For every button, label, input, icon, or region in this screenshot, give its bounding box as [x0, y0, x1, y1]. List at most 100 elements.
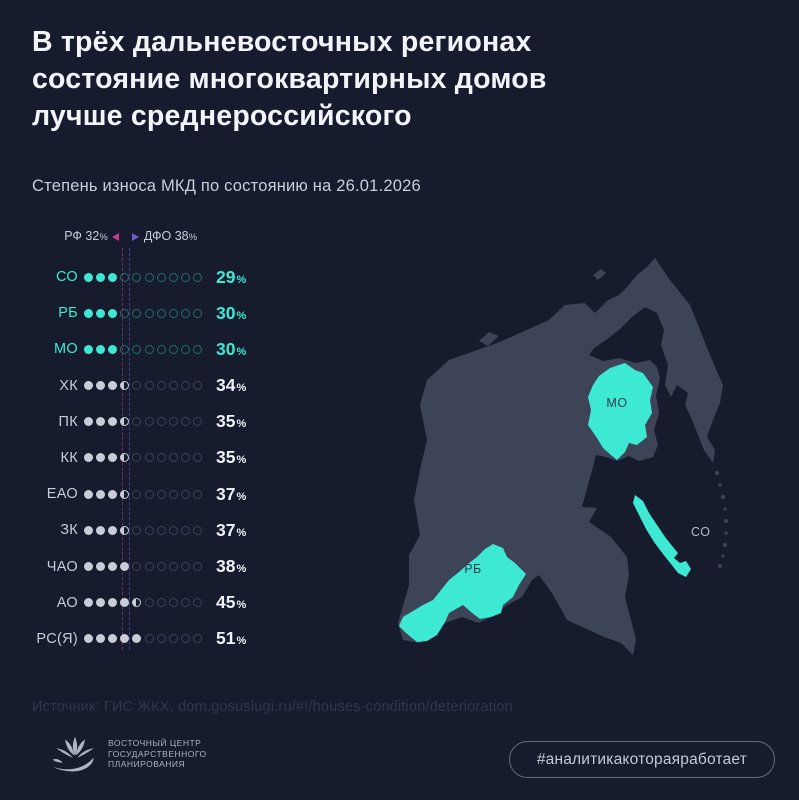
percent-sign: % — [236, 635, 247, 648]
brand-name-line: ГОСУДАРСТВЕННОГО — [108, 748, 207, 759]
dot-empty — [192, 308, 202, 318]
dot-empty — [180, 489, 190, 499]
island — [501, 342, 522, 356]
dot-empty — [156, 272, 166, 282]
dot-track — [84, 525, 202, 535]
page-title-line: В трёх дальневосточных регионах — [32, 26, 532, 58]
dot-full — [84, 598, 93, 608]
chart-rows: СО 29% РБ 30% МО 30% ХК 34% ПК 35% КК 35% ЕАО 37% ЗК 37… — [34, 264, 276, 652]
map-label-so: СО — [691, 525, 710, 539]
dot-full — [132, 634, 142, 644]
chart-row: ПК 35% — [34, 409, 276, 435]
dot-empty — [180, 381, 190, 391]
dot-empty — [168, 381, 178, 391]
dot-empty — [156, 308, 166, 318]
dot-full — [96, 489, 106, 499]
dot-full — [84, 453, 93, 463]
dot-empty — [132, 272, 142, 282]
deterioration-dot-chart: РФ 32% ДФО 38% СО 29% РБ 30% МО 30% ХК 34% ПК 35% К… — [34, 228, 276, 658]
dot-full — [108, 598, 118, 608]
dot-empty — [132, 381, 142, 391]
dot-full — [84, 489, 93, 499]
row-value: 35% — [216, 447, 247, 468]
dot-track — [84, 344, 202, 354]
row-value: 37% — [216, 483, 247, 504]
row-label: СО — [55, 269, 78, 285]
dot-full — [108, 562, 118, 571]
dot-full — [96, 634, 106, 644]
dot-full — [108, 344, 118, 354]
dot-full — [120, 598, 130, 608]
kuril-islands — [715, 471, 728, 568]
dot-full — [96, 344, 106, 354]
chart-row: ЗК 37% — [34, 517, 276, 543]
dot-track — [84, 308, 202, 318]
row-label: МО — [54, 341, 78, 358]
dot-empty — [144, 634, 154, 644]
dot-empty — [144, 308, 154, 318]
dot-full — [84, 562, 93, 571]
dot-track — [84, 272, 202, 282]
dot-empty — [144, 453, 154, 463]
dot-empty — [180, 344, 190, 354]
dot-empty — [156, 344, 166, 354]
page-title-line: состояние многоквартирных домов — [32, 63, 547, 95]
dot-empty — [168, 525, 178, 535]
legend-text-РФ: РФ 32% — [64, 229, 108, 243]
arrow-right-icon — [131, 233, 139, 241]
percent-sign: % — [236, 345, 247, 358]
dot-empty — [192, 598, 202, 608]
dot-full — [108, 525, 118, 535]
dot-full — [96, 562, 106, 571]
dot-empty — [192, 634, 202, 644]
legend-text-ДФО: ДФО 38% — [143, 229, 198, 243]
dot-empty — [144, 598, 154, 608]
row-value: 29% — [216, 266, 247, 287]
row-label: ХК — [59, 377, 78, 394]
row-label: РБ — [58, 305, 78, 322]
dot-track — [84, 381, 202, 391]
dot-empty — [180, 598, 190, 608]
row-label: РС(Я) — [36, 630, 78, 647]
dot-empty — [180, 525, 190, 535]
dot-empty — [168, 634, 178, 644]
dot-full — [108, 489, 118, 499]
dot-full — [84, 272, 93, 282]
row-label: ПК — [58, 413, 78, 430]
dot-full — [108, 417, 118, 427]
dot-empty — [144, 344, 154, 354]
dot-empty — [132, 308, 142, 318]
dot-empty — [144, 272, 154, 282]
hashtag-badge[interactable]: #аналитикакотораяработает — [508, 741, 775, 778]
dot-full — [96, 598, 106, 608]
dot-empty — [156, 525, 166, 535]
dot-track — [84, 489, 202, 499]
dot-empty — [156, 489, 166, 499]
dot-empty — [120, 272, 130, 282]
dot-empty — [144, 525, 154, 535]
dot-full — [84, 381, 93, 391]
dot-full — [96, 453, 106, 463]
reference-legend: РФ 32% ДФО 38% — [34, 228, 276, 248]
dot-empty — [168, 308, 178, 318]
arrow-left-icon — [111, 233, 119, 241]
row-value: 30% — [216, 338, 247, 359]
region-buryatia — [399, 544, 526, 642]
dot-empty — [192, 562, 202, 571]
dot-half — [120, 381, 130, 391]
dot-track — [84, 562, 202, 571]
dot-empty — [132, 344, 142, 354]
guides — [84, 248, 202, 650]
dot-empty — [156, 381, 166, 391]
guide-line-ДФО — [128, 248, 130, 650]
dot-empty — [168, 453, 178, 463]
dot-empty — [180, 417, 190, 427]
dot-half — [120, 417, 130, 427]
dot-track — [84, 417, 202, 427]
dot-empty — [180, 562, 190, 571]
dot-empty — [132, 417, 142, 427]
percent-sign: % — [236, 490, 247, 503]
percent-sign: % — [236, 563, 247, 575]
chart-subtitle: Степень износа МКД по состоянию на 26.01… — [32, 177, 421, 195]
